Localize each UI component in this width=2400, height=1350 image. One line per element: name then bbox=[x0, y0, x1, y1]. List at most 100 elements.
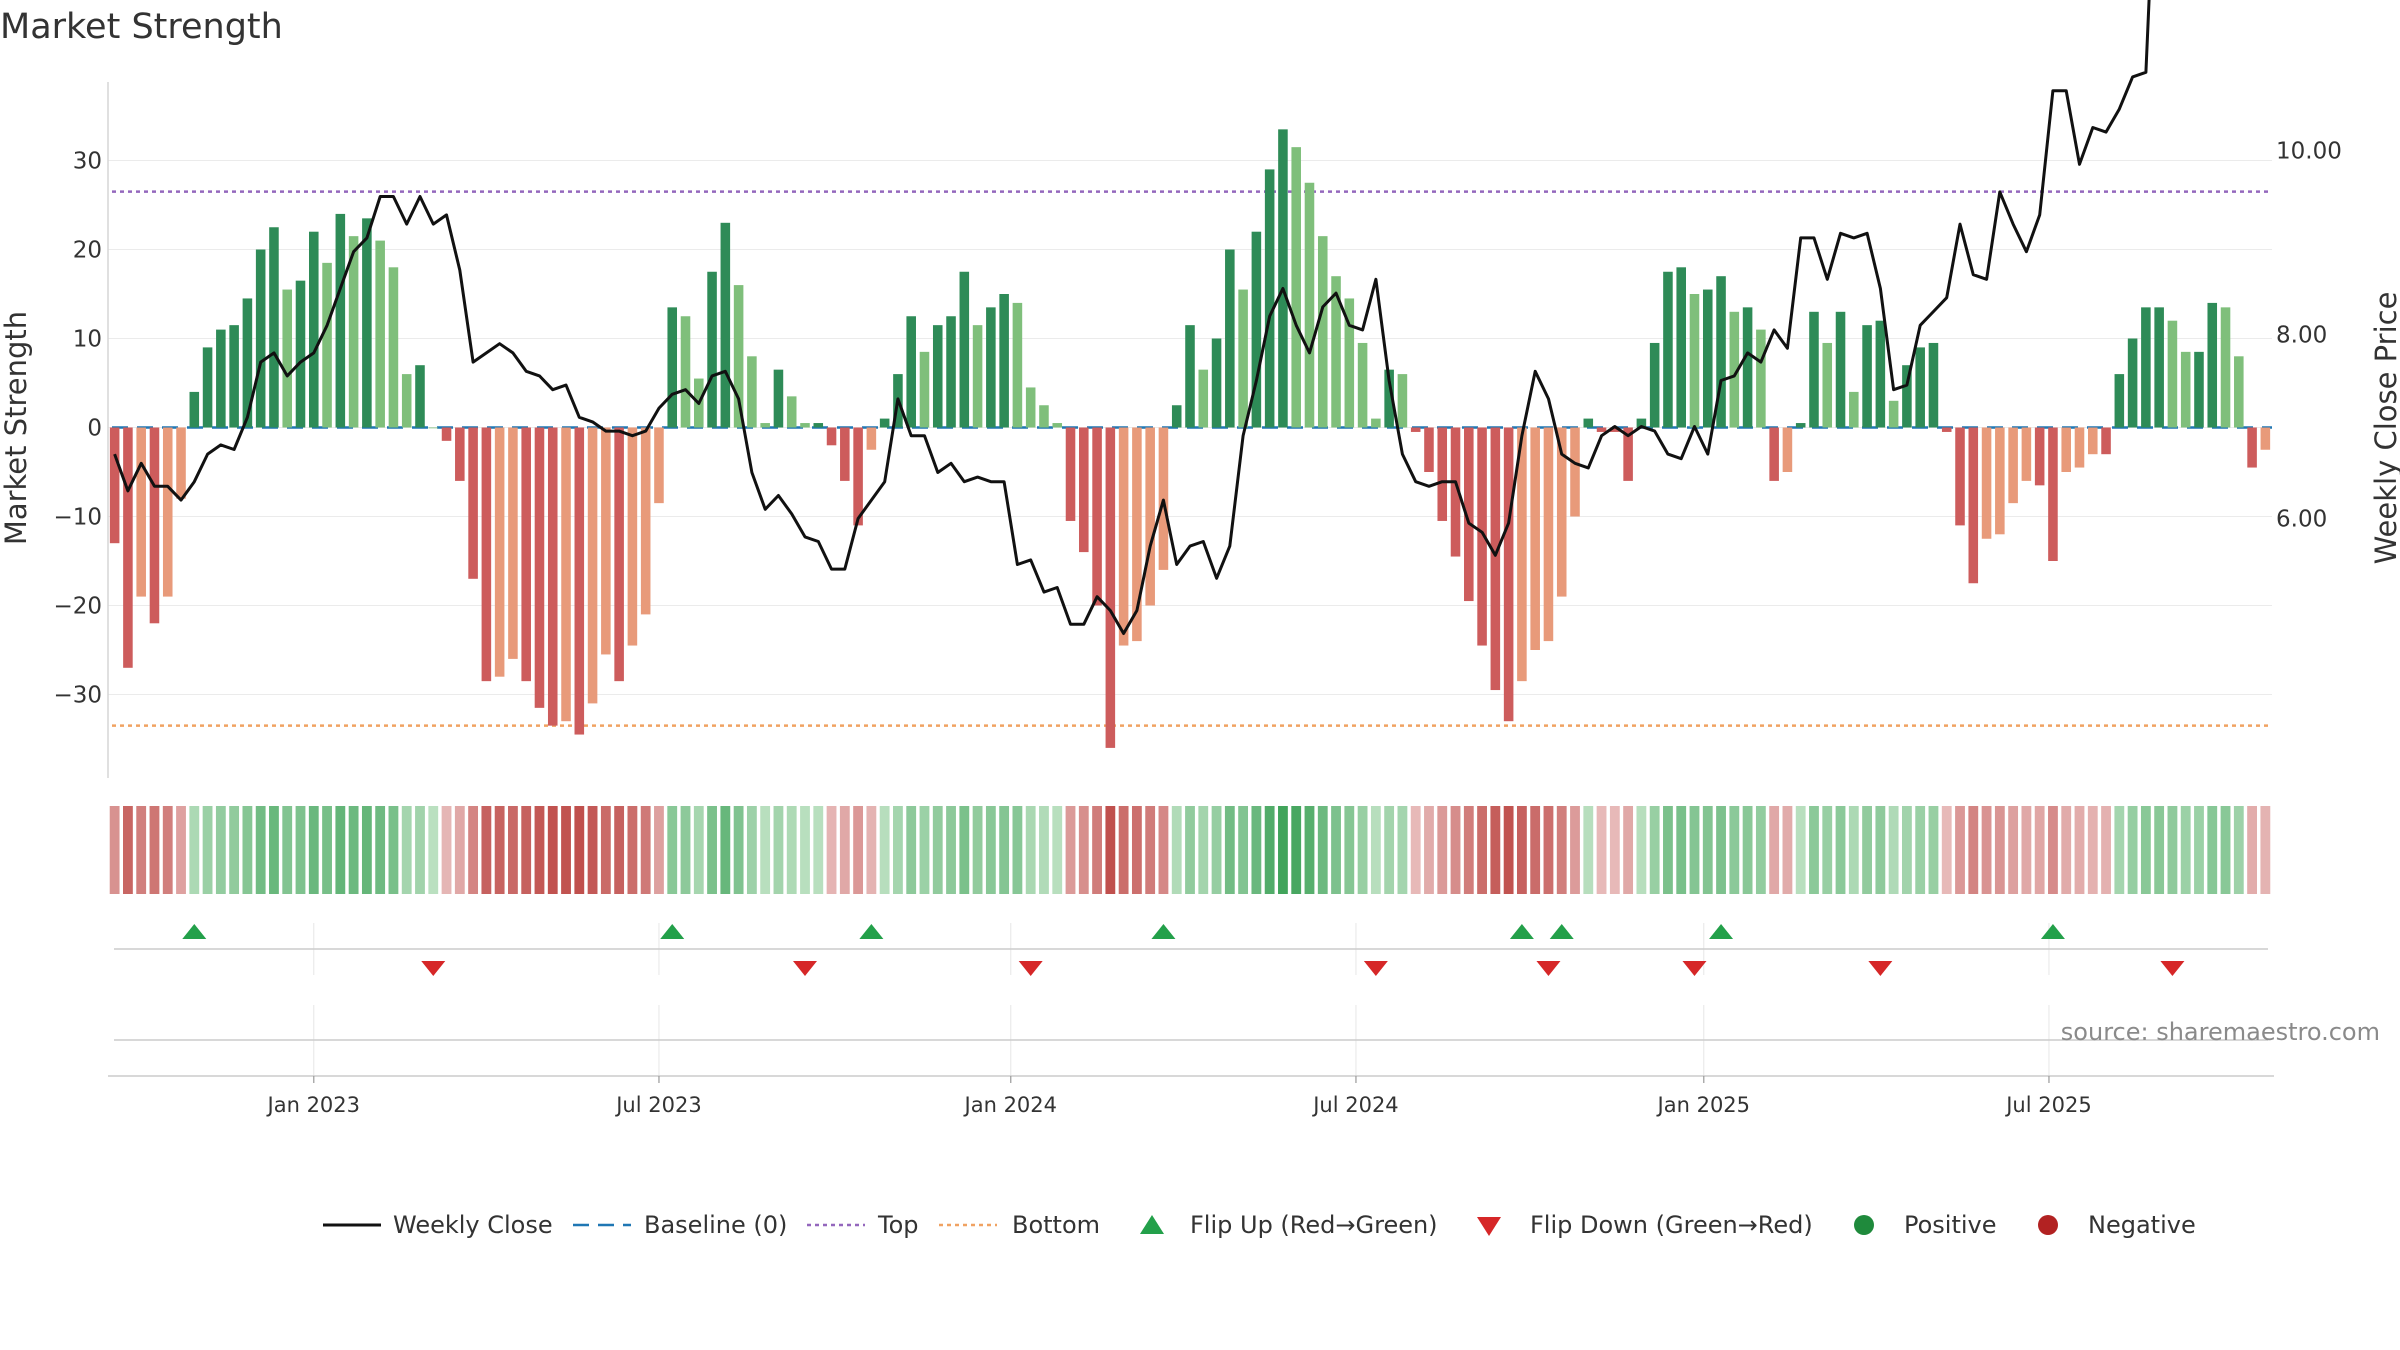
strength-bar bbox=[1941, 427, 1952, 432]
flip-up-marker bbox=[1709, 924, 1734, 939]
strength-cell bbox=[733, 806, 744, 894]
y-tick-label: 10 bbox=[73, 327, 102, 353]
strength-bar bbox=[1583, 418, 1594, 428]
strength-bar bbox=[879, 418, 890, 428]
strength-cell bbox=[1410, 806, 1421, 894]
strength-cell bbox=[2114, 806, 2125, 894]
flip-down-marker bbox=[421, 961, 446, 976]
strength-cell bbox=[999, 806, 1010, 894]
strength-bar bbox=[1357, 342, 1368, 428]
strength-bar bbox=[455, 427, 465, 481]
strength-cell bbox=[1782, 806, 1793, 894]
strength-bar bbox=[680, 316, 691, 428]
strength-cell bbox=[1556, 806, 1567, 894]
strength-bar bbox=[441, 427, 452, 441]
strength-cell bbox=[667, 806, 678, 894]
strength-cell bbox=[1609, 806, 1620, 894]
strength-bar bbox=[1238, 289, 1248, 428]
strength-bar bbox=[2247, 427, 2257, 468]
legend-label: Weekly Close bbox=[393, 1211, 553, 1239]
strength-bar bbox=[1663, 271, 1673, 428]
strength-cell bbox=[1264, 806, 1275, 894]
strength-bar bbox=[1397, 374, 1408, 428]
strength-bar bbox=[601, 427, 611, 655]
strength-cell bbox=[614, 806, 625, 894]
strength-cell bbox=[1570, 806, 1580, 894]
flip-up-marker bbox=[2040, 924, 2065, 939]
strength-cell bbox=[1185, 806, 1195, 894]
strength-bar bbox=[1995, 427, 2005, 535]
strength-bar bbox=[1291, 147, 1301, 428]
strength-bar bbox=[1849, 391, 1859, 428]
strength-bars bbox=[109, 129, 2271, 748]
legend-flip-up-icon bbox=[1140, 1215, 1164, 1234]
strength-cell bbox=[1224, 806, 1235, 894]
strength-bar bbox=[1317, 236, 1328, 428]
strength-cell bbox=[2087, 806, 2098, 894]
strength-cell bbox=[1025, 806, 1036, 894]
strength-bar bbox=[2061, 427, 2072, 472]
strength-bar bbox=[136, 427, 146, 597]
strength-cell bbox=[574, 806, 585, 894]
strength-bar bbox=[1344, 298, 1355, 428]
strength-bar bbox=[1105, 427, 1116, 748]
strength-cell bbox=[1915, 806, 1926, 894]
strength-bar bbox=[640, 427, 651, 615]
strength-bar bbox=[216, 329, 226, 428]
weekly-close-series bbox=[113, 0, 2151, 635]
strength-cell bbox=[1092, 806, 1102, 894]
strength-bar bbox=[1809, 311, 1819, 428]
strength-bar bbox=[1556, 427, 1567, 597]
legend: Weekly Close Baseline (0) Top Bottom Flip Up… bbox=[323, 1211, 2196, 1239]
strength-cell bbox=[746, 806, 757, 894]
strength-cell bbox=[2008, 806, 2019, 894]
strength-cell bbox=[547, 806, 558, 894]
strength-cell bbox=[1981, 806, 1992, 894]
strength-bar bbox=[189, 391, 200, 428]
strength-bar bbox=[760, 423, 770, 428]
strength-cell bbox=[1039, 806, 1049, 894]
strength-cell bbox=[561, 806, 571, 894]
strength-bar bbox=[1331, 276, 1341, 428]
strength-cell bbox=[1636, 806, 1647, 894]
strength-bar bbox=[2087, 427, 2098, 455]
strength-cell bbox=[2180, 806, 2191, 894]
strength-cell bbox=[972, 806, 983, 894]
strength-cell bbox=[773, 806, 784, 894]
strength-cell bbox=[919, 806, 930, 894]
strength-bar bbox=[1928, 342, 1939, 428]
strength-bar bbox=[2008, 427, 2018, 504]
strength-bar bbox=[2021, 427, 2032, 481]
y2-tick-label: 10.00 bbox=[2276, 139, 2342, 165]
date-tick-label: Jan 2025 bbox=[1656, 1093, 1751, 1117]
strength-cell bbox=[1198, 806, 1209, 894]
strength-cell bbox=[654, 806, 664, 894]
y-axis-label: Market Strength bbox=[0, 311, 33, 545]
strength-bar bbox=[362, 218, 372, 428]
strength-bar bbox=[574, 427, 585, 735]
strength-cell bbox=[1795, 806, 1806, 894]
strength-bar bbox=[1689, 294, 1700, 428]
strength-cell bbox=[866, 806, 877, 894]
strength-bar bbox=[1596, 427, 1607, 432]
strength-cell bbox=[454, 806, 465, 894]
strength-cell bbox=[123, 806, 133, 894]
strength-bar bbox=[773, 369, 784, 428]
y-tick-label: −30 bbox=[53, 683, 102, 709]
strength-bar bbox=[494, 427, 505, 677]
strength-bar bbox=[747, 356, 757, 428]
strength-bar bbox=[1012, 302, 1023, 428]
strength-cell bbox=[1424, 806, 1434, 894]
strength-bar bbox=[415, 365, 425, 428]
strength-cell bbox=[534, 806, 545, 894]
strength-bar bbox=[2220, 307, 2231, 428]
left-axis-ticks: 30 20 10 0 −10 −20 −30 bbox=[53, 149, 102, 709]
strength-cell bbox=[202, 806, 213, 894]
strength-bar bbox=[1742, 307, 1753, 428]
strength-bar bbox=[2141, 307, 2151, 428]
y-tick-label: 0 bbox=[87, 416, 102, 442]
strength-bar bbox=[1477, 427, 1487, 646]
strength-cell bbox=[1291, 806, 1302, 894]
strength-cell bbox=[229, 806, 240, 894]
strength-bar bbox=[1968, 427, 1979, 584]
